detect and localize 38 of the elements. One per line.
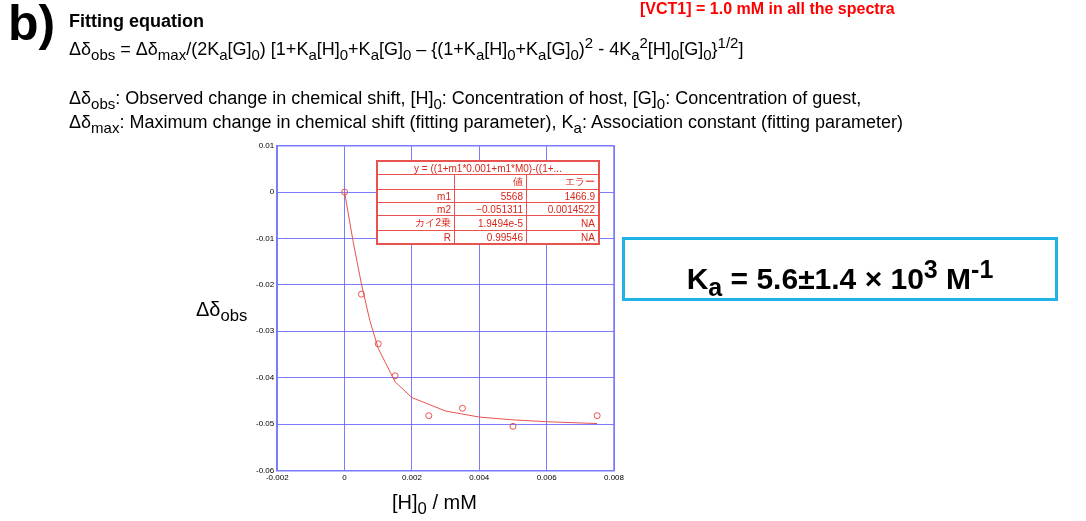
- y-tick-label: -0.06: [256, 465, 275, 475]
- x-axis-title: [H]$_{0}$ / mM: [392, 491, 477, 519]
- annotation: 0.99546: [454, 230, 527, 244]
- y-tick-label: -0.05: [256, 419, 275, 429]
- annotation: 0.0014522: [526, 202, 599, 216]
- y-tick-label: -0.02: [256, 280, 275, 290]
- annotation: エラー: [526, 174, 599, 190]
- annotation: NA: [526, 215, 599, 231]
- annotation: 1466.9: [526, 189, 599, 203]
- y-tick-label: 0: [269, 187, 275, 197]
- x-tick-label: 0.008: [603, 473, 625, 483]
- annotation: R: [377, 230, 455, 244]
- y-tick-label: -0.01: [256, 233, 275, 243]
- text: [VCT1] = 1.0 mM in all the spectra: [640, 0, 895, 18]
- annotation: y = ((1+m1*0.001+m1*M0)-((1+...: [377, 161, 599, 175]
- x-tick-label: 0.004: [469, 473, 490, 483]
- annotation: カイ2乗: [377, 215, 455, 231]
- annotation: 値: [454, 174, 527, 190]
- annotation: −0.051311: [454, 202, 527, 216]
- chart-title: Fitting equation: [69, 11, 204, 32]
- x-tick-label: -0.002: [265, 473, 290, 483]
- text: Δδ$_{max}$: Maximum change in chemical shift (fitting parameter), K$_{a}$: Association constant (fitting parameter): [69, 112, 904, 136]
- y-axis-title: Δδ$_{obs}$: [196, 298, 248, 326]
- y-tick-label: -0.04: [256, 372, 275, 382]
- text: Δδ$_{obs}$ = Δδ$_{max}$/(2K$_{a}$[G]$_{0}$) [1+K$_{a}$[H]$_{0}$+K$_{a}$[G]$_{0}$ – {(1+K$_{a}$[H]$_{0}$+K$_{a}$[G]$_{0}$)$^{2}$ - 4K$_{a}$$^{2}$[H]$_{0}$[G]$_{0}$}$^{1/2}$]: [69, 34, 744, 63]
- x-tick-label: 0: [342, 473, 348, 483]
- x-tick-label: 0.006: [536, 473, 558, 483]
- y-tick-label: 0.01: [258, 141, 275, 150]
- x-tick-label: 0.002: [401, 473, 423, 483]
- text: Δδ$_{obs}$: Observed change in chemical shift, [H]$_{0}$: Concentration of host, [G]$_{0}$: Concentration of guest,: [69, 88, 862, 112]
- text: b): [8, 0, 56, 52]
- annotation: m1: [377, 189, 455, 203]
- annotation: NA: [526, 230, 599, 244]
- text: K$_{a}$ = 5.6±1.4 × 10$^{3}$ M$^{-1}$: [622, 237, 1058, 301]
- annotation: 1.9494e-5: [454, 215, 527, 231]
- y-tick-label: -0.03: [256, 326, 275, 336]
- annotation: 5568: [454, 189, 527, 203]
- annotation: m2: [377, 202, 455, 216]
